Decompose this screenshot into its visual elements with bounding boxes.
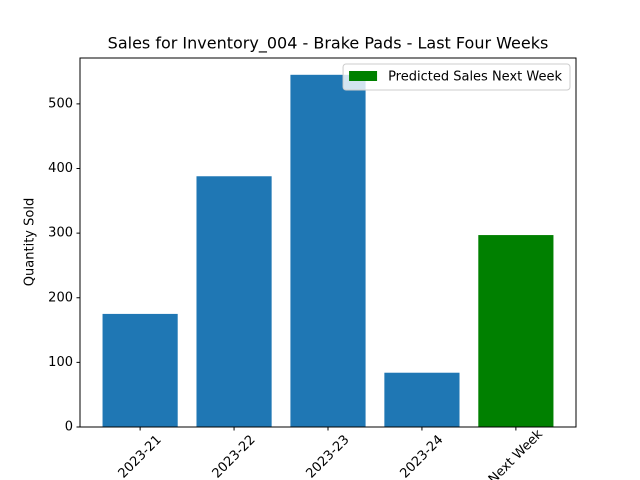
- y-tick-label: 0: [65, 420, 73, 435]
- bar: [196, 176, 272, 427]
- y-tick-label: 100: [48, 355, 73, 370]
- legend: Predicted Sales Next Week: [342, 63, 571, 91]
- y-axis-label: Quantity Sold: [23, 198, 38, 286]
- legend-swatch: [349, 71, 378, 81]
- bar: [290, 74, 366, 428]
- y-tick-label: 500: [48, 96, 73, 111]
- bar: [478, 235, 554, 427]
- legend-box: [342, 63, 571, 91]
- legend-label: Predicted Sales Next Week: [388, 70, 562, 85]
- y-tick-label: 300: [48, 226, 73, 241]
- y-tick-label: 200: [48, 290, 73, 305]
- plot-area: [102, 74, 554, 428]
- bar: [384, 372, 460, 427]
- chart-title: Sales for Inventory_004 - Brake Pads - L…: [108, 34, 549, 54]
- y-tick-label: 400: [48, 161, 73, 176]
- bar: [102, 313, 178, 427]
